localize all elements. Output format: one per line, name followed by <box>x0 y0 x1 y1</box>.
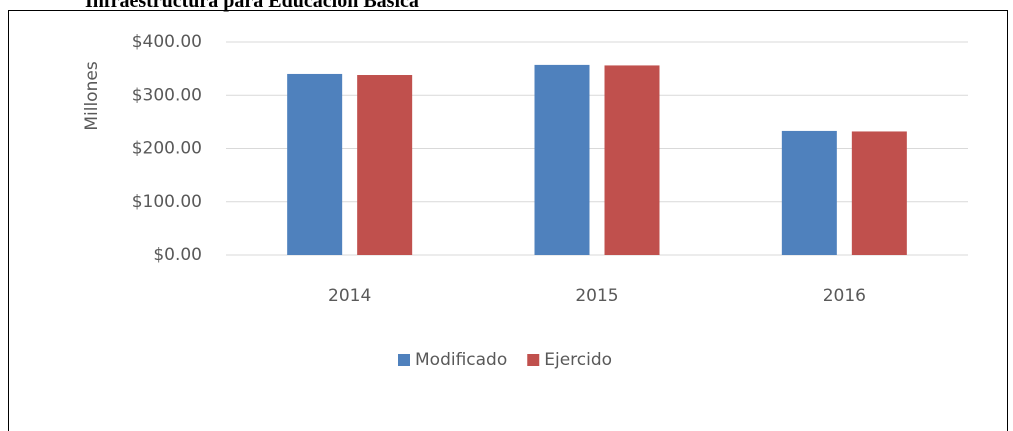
chart-title: Infraestructura para Educación Básica <box>85 0 419 12</box>
y-tick-label: $100.00 <box>132 192 202 212</box>
y-axis-label: Millones <box>82 61 102 130</box>
x-tick-label: 2014 <box>328 286 371 306</box>
bar <box>604 65 660 256</box>
legend-swatch <box>398 354 410 366</box>
y-tick-label: $300.00 <box>132 85 202 105</box>
bar <box>534 64 590 256</box>
y-tick-label: $200.00 <box>132 139 202 159</box>
x-tick-label: 2015 <box>575 286 618 306</box>
y-tick-label: $400.00 <box>132 32 202 52</box>
bar <box>287 73 343 255</box>
y-tick-label: $0.00 <box>153 245 202 265</box>
legend-label: Ejercido <box>544 350 612 370</box>
bar <box>781 130 837 255</box>
chart-frame <box>8 10 1008 431</box>
bar <box>357 75 413 255</box>
x-tick-label: 2016 <box>823 286 866 306</box>
bar <box>851 131 907 255</box>
legend-swatch <box>527 354 540 366</box>
legend-label: Modificado <box>415 350 507 370</box>
